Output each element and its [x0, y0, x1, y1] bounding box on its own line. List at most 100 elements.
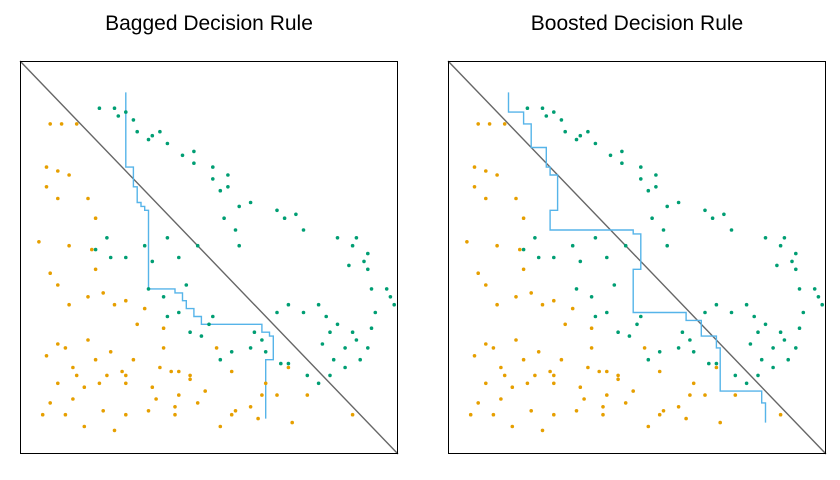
data-point-class-1 [722, 212, 726, 217]
data-point-class-0 [472, 165, 477, 169]
data-point-class-1 [350, 330, 355, 335]
data-point-class-0 [56, 196, 60, 201]
data-point-class-0 [510, 424, 515, 429]
data-point-class-1 [552, 255, 556, 260]
data-point-class-1 [797, 326, 802, 331]
data-point-class-1 [366, 346, 370, 350]
data-point-class-1 [782, 338, 787, 342]
data-point-class-1 [525, 106, 530, 110]
data-point-class-1 [124, 255, 128, 260]
data-point-class-1 [533, 236, 537, 240]
bagged-chart-title: Bagged Decision Rule [105, 12, 313, 35]
data-point-class-1 [657, 350, 662, 354]
data-point-class-0 [108, 350, 113, 354]
data-point-class-1 [691, 350, 696, 354]
data-point-class-0 [173, 405, 177, 409]
data-point-class-0 [521, 216, 526, 220]
data-point-class-1 [335, 322, 340, 327]
data-point-class-1 [616, 330, 620, 335]
data-point-class-1 [639, 165, 643, 169]
data-point-class-0 [188, 377, 192, 382]
diagonal-line [19, 60, 399, 455]
data-point-class-1 [714, 302, 719, 307]
data-point-class-1 [343, 346, 347, 350]
data-point-class-0 [56, 169, 60, 173]
data-point-class-0 [158, 365, 162, 370]
data-point-class-1 [744, 302, 749, 307]
data-point-class-0 [491, 346, 496, 350]
data-point-class-1 [354, 338, 359, 342]
data-point-class-1 [124, 110, 128, 114]
data-point-class-0 [589, 326, 594, 331]
data-point-class-1 [578, 133, 583, 138]
data-point-class-0 [260, 393, 264, 397]
data-point-class-0 [548, 369, 552, 374]
data-point-class-1 [639, 314, 643, 319]
data-point-class-0 [484, 283, 488, 287]
data-point-class-1 [161, 295, 166, 299]
data-point-class-0 [154, 397, 158, 401]
data-point-class-1 [97, 106, 102, 110]
data-point-class-0 [691, 381, 696, 386]
data-point-class-1 [316, 381, 321, 386]
data-point-class-0 [529, 291, 533, 295]
data-point-class-1 [563, 129, 567, 134]
data-point-class-0 [552, 381, 556, 386]
data-point-class-1 [703, 208, 707, 213]
data-point-class-1 [362, 259, 366, 264]
data-point-class-0 [514, 295, 518, 299]
data-point-class-0 [540, 302, 545, 307]
data-point-class-0 [676, 405, 681, 409]
data-point-class-1 [373, 310, 378, 315]
data-point-class-1 [135, 129, 139, 134]
data-point-class-1 [294, 212, 298, 217]
data-point-class-1 [392, 302, 397, 307]
data-point-class-1 [794, 346, 798, 350]
data-point-class-1 [771, 365, 775, 370]
data-point-class-0 [229, 412, 234, 417]
data-point-class-1 [218, 188, 223, 193]
data-point-class-1 [797, 287, 802, 291]
data-point-class-0 [631, 389, 635, 393]
data-point-class-1 [756, 373, 760, 378]
data-point-class-0 [570, 306, 575, 311]
data-point-class-1 [820, 302, 824, 307]
data-point-class-1 [248, 346, 253, 350]
data-point-class-1 [222, 216, 226, 220]
data-point-class-0 [161, 326, 166, 331]
data-point-class-0 [552, 298, 556, 303]
data-point-class-1 [729, 310, 734, 315]
data-point-class-0 [525, 381, 530, 386]
data-point-class-0 [657, 412, 662, 417]
data-point-class-0 [597, 369, 601, 374]
data-point-class-1 [158, 129, 162, 134]
data-point-class-1 [559, 118, 564, 122]
data-point-class-1 [286, 302, 291, 307]
data-point-class-1 [578, 259, 583, 264]
data-point-class-0 [56, 381, 60, 386]
data-point-class-1 [688, 338, 692, 342]
data-point-class-1 [786, 357, 790, 362]
data-point-class-0 [142, 306, 147, 311]
data-point-class-1 [229, 350, 234, 354]
boosted-plot-panel [447, 60, 827, 455]
data-point-class-1 [748, 342, 753, 346]
data-point-class-0 [203, 389, 207, 393]
data-point-class-1 [369, 287, 374, 291]
data-point-class-0 [112, 428, 117, 433]
data-point-class-1 [320, 342, 325, 346]
data-point-class-1 [627, 334, 632, 338]
data-point-class-1 [605, 310, 609, 315]
data-point-class-1 [676, 200, 681, 205]
data-point-class-1 [714, 361, 719, 366]
data-point-class-0 [256, 416, 260, 421]
data-point-class-0 [521, 267, 526, 272]
data-point-class-1 [248, 200, 253, 205]
data-point-class-1 [744, 381, 749, 386]
data-point-class-1 [654, 185, 658, 189]
data-point-class-1 [521, 247, 526, 252]
data-point-class-0 [86, 196, 90, 201]
data-point-class-0 [263, 381, 268, 386]
data-point-class-0 [74, 373, 79, 378]
data-point-class-1 [108, 255, 113, 260]
